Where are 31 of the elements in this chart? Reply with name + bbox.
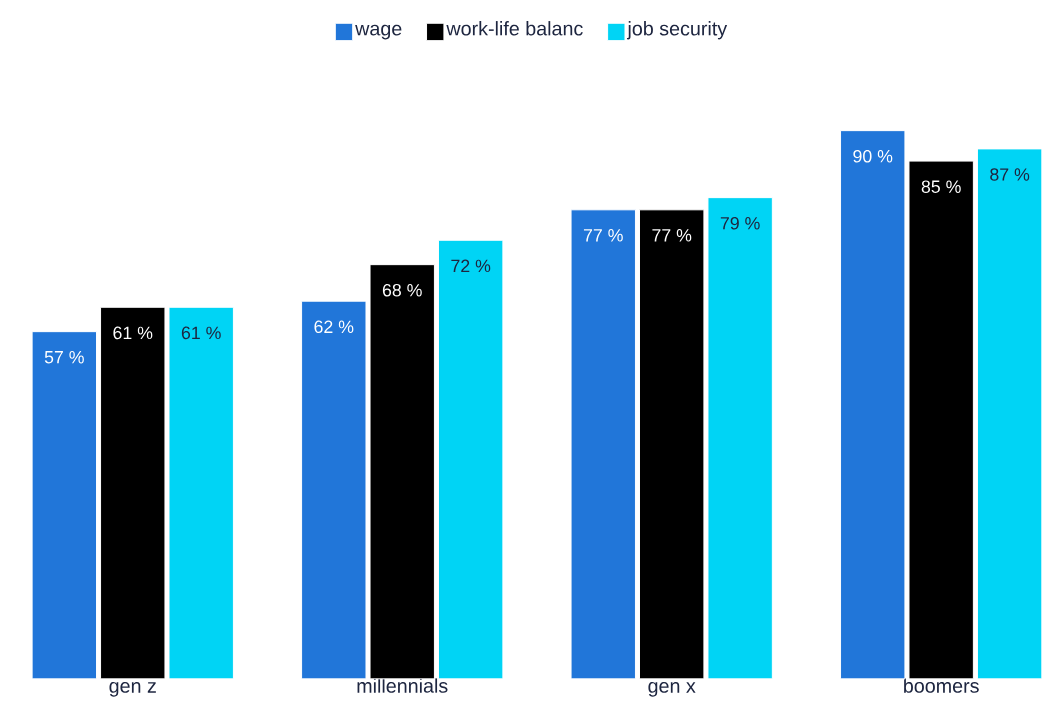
bar — [437, 239, 504, 680]
bar — [301, 300, 367, 680]
x-tick-label: millennials — [357, 678, 448, 693]
bar — [369, 263, 435, 680]
data-label: 72 % — [451, 259, 491, 272]
bar — [639, 209, 705, 680]
data-label: 62 % — [314, 320, 354, 333]
bar — [707, 196, 773, 680]
bar — [570, 209, 636, 680]
legend-label: wage — [355, 24, 402, 40]
data-label: 61 % — [181, 326, 221, 339]
bar — [908, 160, 974, 680]
legend-label: job security — [626, 20, 728, 40]
data-label: 87 % — [990, 168, 1030, 181]
x-tick-label: gen x — [648, 681, 696, 697]
bar — [976, 148, 1043, 680]
data-label: 77 % — [652, 228, 692, 242]
data-label: 90 % — [853, 149, 893, 163]
bar — [840, 129, 906, 680]
bar — [100, 306, 166, 680]
bar — [168, 306, 234, 680]
data-label: 68 % — [382, 283, 422, 297]
data-label: 85 % — [921, 180, 961, 193]
data-label: 61 % — [113, 326, 153, 339]
legend-label: work-life balanc — [446, 20, 583, 36]
data-label: 57 % — [44, 350, 84, 364]
x-tick-label: gen z — [109, 681, 156, 697]
x-tick-label: boomers — [904, 678, 979, 693]
bar — [31, 330, 98, 680]
data-label: 79 % — [720, 216, 760, 230]
data-label: 77 % — [583, 228, 623, 242]
